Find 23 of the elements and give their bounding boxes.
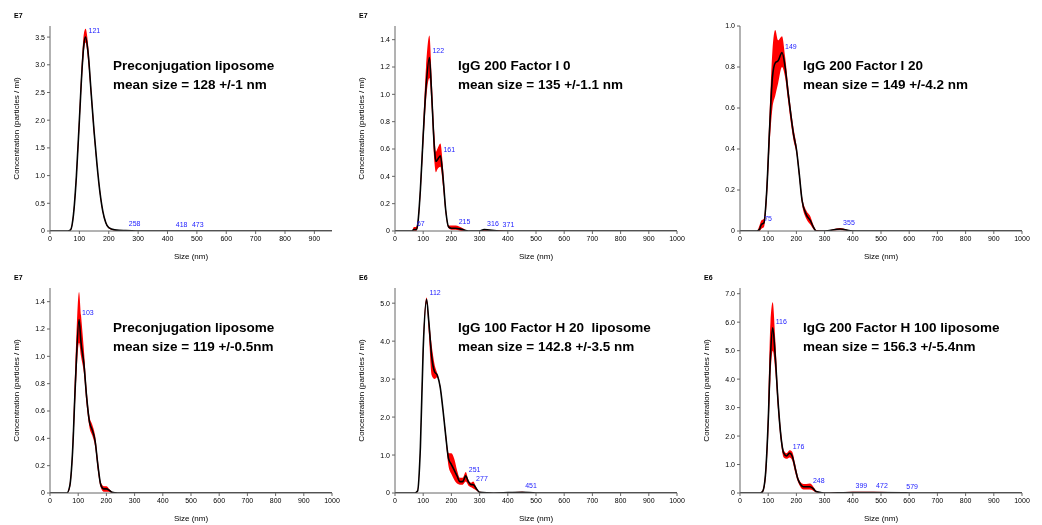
- text: Preconjugation liposome: [113, 319, 275, 337]
- y-axis-title: Concentration (particles / ml): [11, 77, 21, 180]
- x-axis-title: Size (nm): [863, 514, 899, 523]
- x-axis-title: Size (nm): [863, 252, 899, 261]
- text: mean size = 119 +/-0.5nm: [113, 338, 275, 356]
- y-axis-title: Concentration (particles / ml): [11, 339, 21, 442]
- y-axis-title: Concentration (particles / ml): [356, 339, 366, 442]
- text: mean size = 128 +/-1 nm: [113, 76, 268, 94]
- text: IgG 100 Factor H 20 liposome: [458, 319, 651, 337]
- text: mean size = 142.8 +/-3.5 nm: [458, 338, 636, 356]
- x-axis-title: Size (nm): [173, 252, 209, 261]
- x-axis-title: Size (nm): [518, 514, 554, 523]
- text: IgG 200 Factor I 0: [458, 57, 572, 75]
- x-axis-title: Size (nm): [518, 252, 554, 261]
- text: mean size = 156.3 +/-5.4nm: [803, 338, 977, 356]
- y-axis-title: Concentration (particles / ml): [356, 77, 366, 180]
- x-axis-title: Size (nm): [173, 514, 209, 523]
- text: mean size = 149 +/-4.2 nm: [803, 76, 969, 94]
- text: IgG 200 Factor I 20: [803, 57, 925, 75]
- text: IgG 200 Factor H 100 liposome: [803, 319, 1000, 337]
- text: mean size = 135 +/-1.1 nm: [458, 76, 624, 94]
- y-axis-title: Concentration (particles / ml): [701, 339, 711, 442]
- text: Preconjugation liposome: [113, 57, 275, 75]
